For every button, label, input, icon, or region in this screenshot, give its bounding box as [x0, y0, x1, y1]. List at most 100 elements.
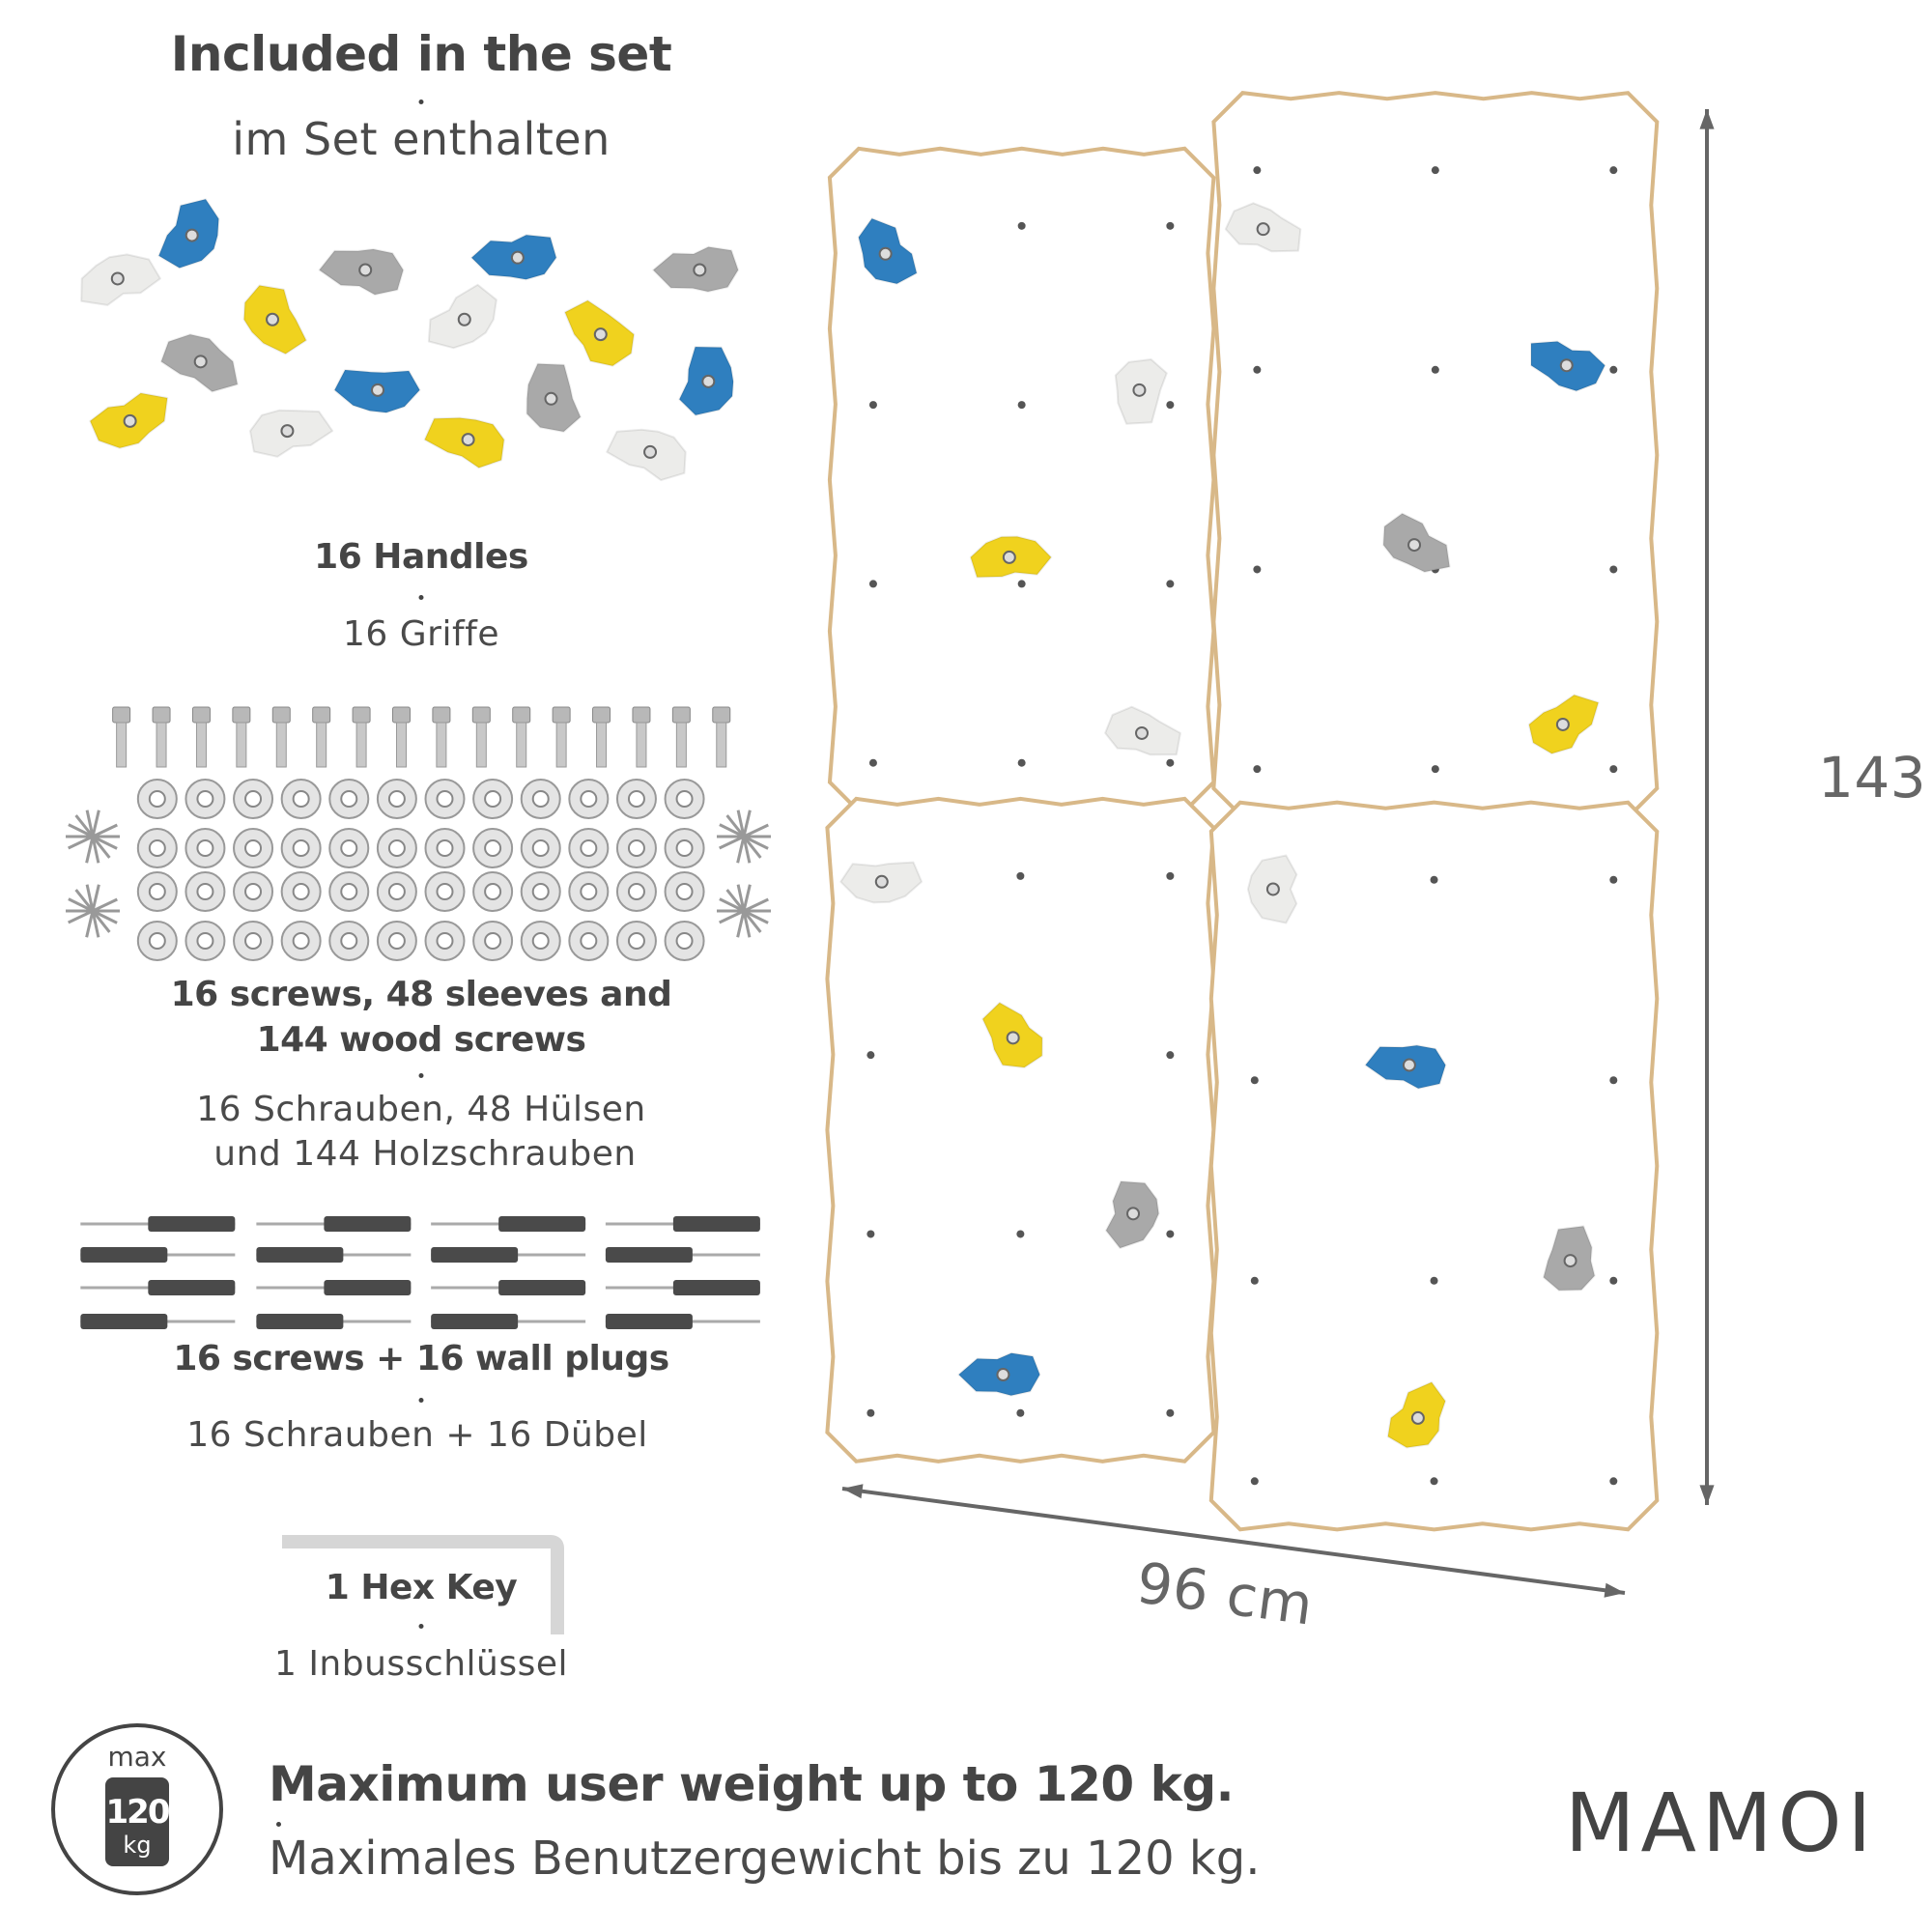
- footer-de: Maximales Benutzergewicht bis zu 120 kg.: [269, 1832, 1261, 1886]
- sleeve-hole: [387, 932, 406, 950]
- screws-label-de-2: und 144 Holzschrauben: [213, 1134, 637, 1174]
- bolt-thread-icon: [156, 722, 167, 768]
- sleeve-hole: [627, 790, 645, 808]
- separator-dot: [418, 1398, 424, 1403]
- sleeve-hole: [340, 839, 358, 857]
- hold-bolt-icon: [874, 874, 889, 889]
- bolt-icon: [552, 706, 571, 724]
- bolt-thread-icon: [436, 722, 447, 768]
- sleeve-hole: [387, 883, 406, 900]
- height-dimension: 143 cm: [1818, 745, 1932, 810]
- wall-plug-icon: [148, 1280, 236, 1295]
- sleeve-hole: [627, 839, 645, 857]
- bolt-thread-icon: [316, 722, 327, 768]
- badge-value: 120: [105, 1793, 171, 1832]
- hold-bolt-icon: [1407, 538, 1422, 553]
- width-arrow: [841, 1487, 1626, 1595]
- mounting-hole: [1250, 1276, 1259, 1285]
- mounting-hole: [1017, 221, 1026, 230]
- wall-plug-icon: [498, 1216, 586, 1232]
- bolt-icon: [512, 706, 531, 724]
- wall-plug-icon: [80, 1247, 168, 1263]
- sleeve-hole: [387, 839, 406, 857]
- mounting-hole: [868, 758, 877, 767]
- hold-bolt-icon: [457, 312, 471, 327]
- hold-bolt-icon: [266, 312, 280, 327]
- bolt-icon: [671, 706, 691, 724]
- bolt-icon: [471, 706, 491, 724]
- separator-dot: [276, 1822, 281, 1827]
- sleeve-hole: [675, 790, 694, 808]
- mounting-hole: [1250, 1076, 1259, 1085]
- hex-key-icon: [282, 1535, 564, 1634]
- mounting-hole: [1016, 1230, 1025, 1238]
- bolt-icon: [152, 706, 171, 724]
- hold-bolt-icon: [1265, 882, 1280, 896]
- hold-bolt-icon: [371, 383, 385, 397]
- wood-screw-icon: [85, 884, 100, 938]
- wood-screw-icon: [736, 810, 752, 864]
- sleeve-hole: [244, 790, 263, 808]
- mounting-hole: [1016, 871, 1025, 880]
- climbing-wall-panel: [825, 796, 1216, 1463]
- hold-bolt-icon: [693, 263, 707, 277]
- mounting-hole: [1609, 765, 1618, 774]
- badge-unit: kg: [123, 1832, 152, 1859]
- arrowhead-icon: [1699, 109, 1715, 129]
- hold-bolt-icon: [544, 391, 558, 406]
- sleeve-hole: [292, 932, 310, 950]
- separator-dot: [418, 99, 424, 104]
- mounting-hole: [1430, 875, 1438, 884]
- sleeve-hole: [436, 790, 454, 808]
- sleeve-hole: [484, 883, 502, 900]
- wall-plug-icon: [605, 1247, 693, 1263]
- bolt-thread-icon: [596, 722, 608, 768]
- sleeve-hole: [436, 883, 454, 900]
- mounting-hole: [1253, 166, 1262, 175]
- wall-plug-icon: [256, 1247, 344, 1263]
- mounting-hole: [1431, 166, 1439, 175]
- separator-dot: [418, 1073, 424, 1078]
- arrowhead-icon: [1604, 1582, 1625, 1598]
- mounting-hole: [1609, 875, 1618, 884]
- mounting-hole: [1017, 580, 1026, 588]
- bolt-icon: [112, 706, 131, 724]
- screws-label-en-2: 144 wood screws: [256, 1020, 586, 1060]
- title-en: Included in the set: [170, 26, 672, 82]
- mounting-hole: [1253, 565, 1262, 574]
- sleeve-hole: [580, 790, 598, 808]
- mounting-hole: [1609, 166, 1618, 175]
- hold-bolt-icon: [1559, 358, 1574, 373]
- sleeve-hole: [148, 839, 166, 857]
- hexkey-label-de: 1 Inbusschlüssel: [273, 1644, 569, 1684]
- bolt-thread-icon: [475, 722, 487, 768]
- sleeve-hole: [675, 883, 694, 900]
- plugs-label-de: 16 Schrauben + 16 Dübel: [186, 1415, 648, 1455]
- hold-bolt-icon: [510, 250, 525, 265]
- wall-plug-icon: [256, 1314, 344, 1329]
- hold-bolt-icon: [461, 433, 475, 447]
- hold-bolt-icon: [280, 424, 295, 439]
- wall-plug-icon: [672, 1216, 760, 1232]
- mounting-hole: [1431, 765, 1439, 774]
- sleeve-hole: [531, 883, 550, 900]
- hold-bolt-icon: [193, 355, 208, 369]
- mounting-hole: [1017, 401, 1026, 410]
- sleeve-hole: [531, 932, 550, 950]
- hold-bolt-icon: [1006, 1031, 1020, 1045]
- mounting-hole: [1166, 871, 1175, 880]
- sleeve-hole: [244, 839, 263, 857]
- mounting-hole: [1253, 365, 1262, 374]
- bolt-icon: [632, 706, 651, 724]
- hold-bolt-icon: [358, 263, 373, 277]
- bolt-icon: [191, 706, 211, 724]
- sleeve-hole: [340, 790, 358, 808]
- sleeve-hole: [340, 932, 358, 950]
- bolt-thread-icon: [636, 722, 647, 768]
- bolt-icon: [432, 706, 451, 724]
- mounting-hole: [1430, 1477, 1438, 1486]
- bolt-icon: [232, 706, 251, 724]
- bolt-thread-icon: [116, 722, 128, 768]
